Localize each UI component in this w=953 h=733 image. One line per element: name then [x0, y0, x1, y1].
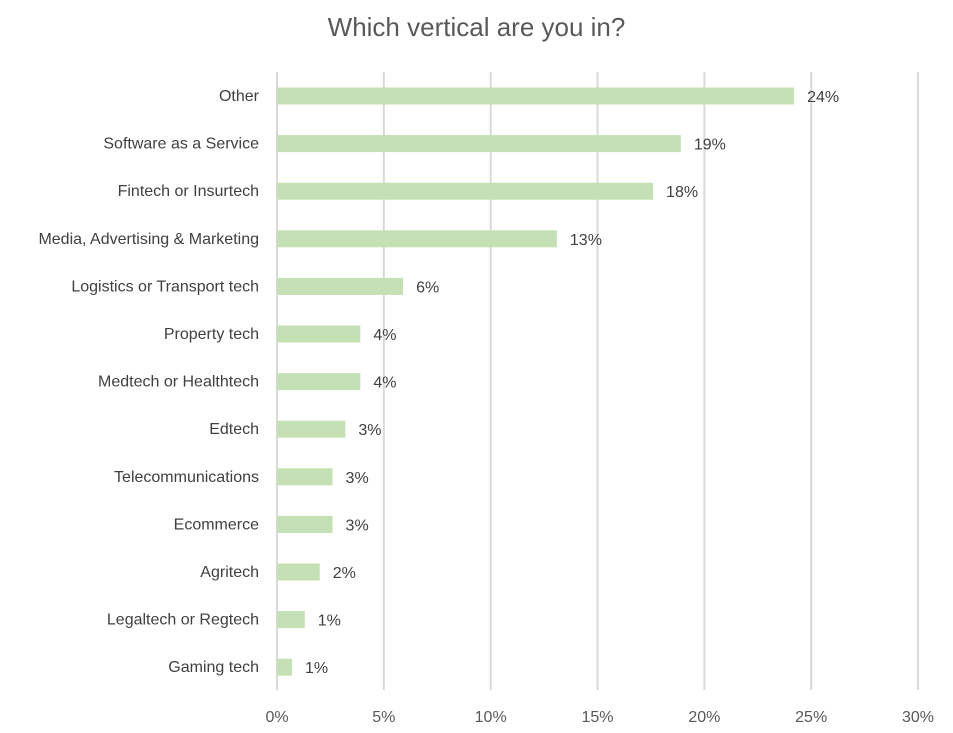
bar — [277, 373, 361, 391]
category-labels: Other Software as a Service Fintech or Ins… — [38, 88, 259, 676]
data-label: 4% — [373, 327, 396, 344]
category-label: Software as a Service — [103, 136, 259, 153]
bar — [277, 325, 361, 343]
bar — [277, 515, 333, 533]
bar — [277, 468, 333, 486]
category-label: Edtech — [209, 421, 259, 438]
data-label: 3% — [358, 422, 381, 439]
chart-title: Which vertical are you in? — [327, 12, 626, 42]
bar — [277, 420, 346, 438]
category-label: Gaming tech — [168, 659, 259, 676]
category-label: Logistics or Transport tech — [71, 278, 259, 295]
bar — [277, 658, 292, 676]
bar — [277, 230, 557, 248]
category-label: Media, Advertising & Marketing — [38, 231, 259, 248]
category-label: Fintech or Insurtech — [118, 183, 259, 200]
x-axis-ticks: 0% 5% 10% 15% 20% 25% 30% — [265, 709, 934, 726]
bar — [277, 182, 654, 200]
data-label: 3% — [346, 517, 369, 534]
bar — [277, 277, 404, 295]
data-label: 2% — [333, 565, 356, 582]
category-label: Other — [219, 88, 260, 105]
x-tick-label: 20% — [688, 709, 720, 726]
category-label: Medtech or Healthtech — [98, 374, 259, 391]
category-label: Telecommunications — [114, 469, 259, 486]
data-label: 3% — [346, 470, 369, 487]
data-label: 4% — [373, 375, 396, 392]
category-label: Ecommerce — [174, 516, 259, 533]
x-tick-label: 0% — [265, 709, 288, 726]
data-label: 19% — [694, 137, 726, 154]
bar — [277, 563, 320, 581]
data-label: 1% — [305, 660, 328, 677]
x-tick-label: 25% — [795, 709, 827, 726]
x-tick-label: 15% — [581, 709, 613, 726]
data-label: 24% — [807, 89, 839, 106]
bar — [277, 611, 305, 629]
bar — [277, 135, 681, 153]
data-label: 6% — [416, 279, 439, 296]
x-tick-label: 10% — [475, 709, 507, 726]
data-label: 18% — [666, 184, 698, 201]
data-labels: 24% 19% 18% 13% 6% 4% 4% 3% 3% 3% 2% 1% 1% — [305, 89, 839, 677]
data-label: 1% — [318, 613, 341, 630]
category-label: Agritech — [200, 564, 259, 581]
data-label: 13% — [570, 232, 602, 249]
category-label: Legaltech or Regtech — [107, 612, 259, 629]
bars — [277, 87, 795, 676]
x-tick-label: 30% — [902, 709, 934, 726]
x-tick-label: 5% — [372, 709, 395, 726]
bar — [277, 87, 795, 105]
gridlines — [276, 72, 919, 690]
category-label: Property tech — [164, 326, 259, 343]
